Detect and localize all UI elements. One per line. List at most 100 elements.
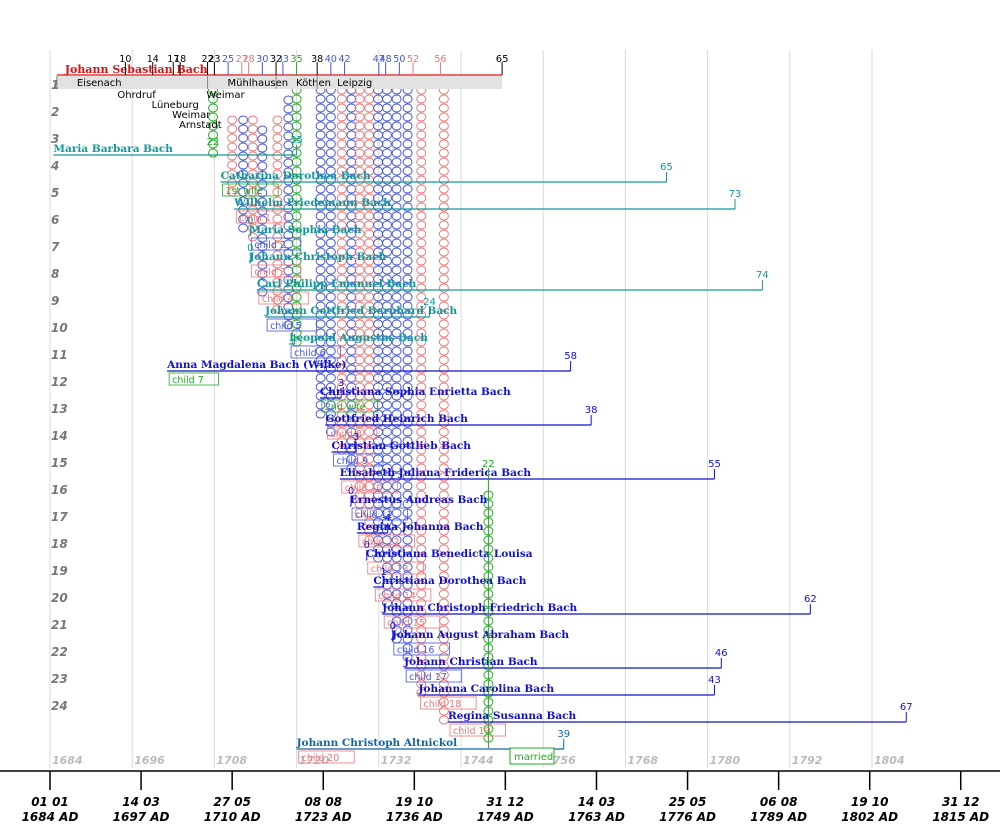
event-oval (315, 220, 326, 230)
event-oval (257, 134, 268, 144)
place-label: Leipzig (337, 78, 372, 89)
sub-place-label: Ohrdruf (117, 90, 156, 101)
main-age-label: 14 (147, 54, 159, 65)
row-number: 17 (51, 510, 68, 524)
event-oval (438, 472, 449, 482)
event-oval (402, 256, 413, 266)
event-oval (438, 265, 449, 275)
event-oval (391, 112, 402, 122)
person-name: Johann Christoph Friedrich Bach (381, 602, 577, 614)
main-age-label: 35 (291, 54, 303, 65)
child-box (351, 507, 409, 521)
event-oval (227, 133, 238, 143)
event-oval (416, 247, 427, 257)
event-oval (354, 211, 365, 221)
x-tick-date: 27 05 (213, 795, 251, 809)
event-oval (416, 346, 427, 356)
event-oval (272, 214, 283, 224)
event-oval (438, 337, 449, 347)
event-oval (438, 508, 449, 518)
x-tick-year: 1776 AD (659, 810, 716, 824)
event-oval (336, 283, 347, 293)
grid-year-label: 1804 (874, 754, 905, 767)
child-box-label: child 18 (424, 699, 462, 710)
main-age-label: 40 (325, 54, 337, 65)
event-oval (416, 526, 427, 536)
event-oval (315, 202, 326, 212)
event-oval (382, 409, 393, 419)
event-oval (354, 427, 365, 437)
event-oval (291, 175, 302, 185)
event-oval (238, 133, 249, 143)
event-oval (402, 139, 413, 149)
event-oval (291, 247, 302, 257)
event-oval (382, 166, 393, 176)
event-oval (325, 202, 336, 212)
event-oval (438, 112, 449, 122)
event-oval (402, 589, 413, 599)
event-oval (325, 103, 336, 113)
event-oval (416, 337, 427, 347)
person-name: Maria Barbara Bach (53, 143, 173, 155)
x-tick-date: 06 08 (760, 795, 798, 809)
child-box (222, 183, 279, 197)
event-oval (238, 160, 249, 170)
event-oval (283, 230, 294, 240)
event-oval (391, 166, 402, 176)
event-oval (402, 535, 413, 545)
event-oval (382, 184, 393, 194)
event-oval (346, 292, 357, 302)
child-box (393, 642, 450, 656)
event-oval (354, 94, 365, 104)
event-oval (416, 310, 427, 320)
event-oval (346, 157, 357, 167)
event-oval (402, 238, 413, 248)
event-oval (283, 257, 294, 267)
event-oval (291, 157, 302, 167)
person-name: Anna Magdalena Bach (Wilke) (166, 359, 346, 371)
event-oval (416, 355, 427, 365)
event-oval (438, 229, 449, 239)
event-oval (283, 131, 294, 141)
event-oval (416, 283, 427, 293)
row-number: 7 (51, 240, 60, 254)
row-number: 12 (51, 375, 68, 389)
main-age-label: 38 (311, 54, 323, 65)
event-oval (354, 409, 365, 419)
event-oval (247, 223, 258, 233)
event-oval (227, 169, 238, 179)
event-oval (382, 427, 393, 437)
event-oval (382, 337, 393, 347)
event-oval (402, 481, 413, 491)
event-oval (291, 193, 302, 203)
event-oval (402, 175, 413, 185)
event-oval (315, 409, 326, 419)
event-oval (438, 589, 449, 599)
event-oval (291, 202, 302, 212)
event-oval (247, 124, 258, 134)
event-oval (315, 319, 326, 329)
event-oval (346, 265, 357, 275)
event-oval (325, 148, 336, 158)
event-oval (382, 481, 393, 491)
event-oval (325, 382, 336, 392)
event-oval (391, 382, 402, 392)
event-oval (315, 274, 326, 284)
event-oval (315, 301, 326, 311)
sub-place-label: Arnstadt (179, 120, 222, 131)
main-age-label: 42 (339, 54, 351, 65)
event-oval (391, 562, 402, 572)
event-oval (416, 427, 427, 437)
x-tick-date: 31 12 (942, 795, 980, 809)
row-number: 5 (51, 186, 59, 200)
event-oval (291, 319, 302, 329)
event-oval (416, 652, 427, 662)
event-oval (227, 160, 238, 170)
person-name: Elisabeth Juliana Friderica Bach (340, 467, 532, 479)
event-oval (315, 175, 326, 185)
event-oval (336, 220, 347, 230)
event-oval (416, 256, 427, 266)
child-box-label: child 20 (302, 753, 340, 764)
event-oval (291, 184, 302, 194)
event-oval (325, 310, 336, 320)
